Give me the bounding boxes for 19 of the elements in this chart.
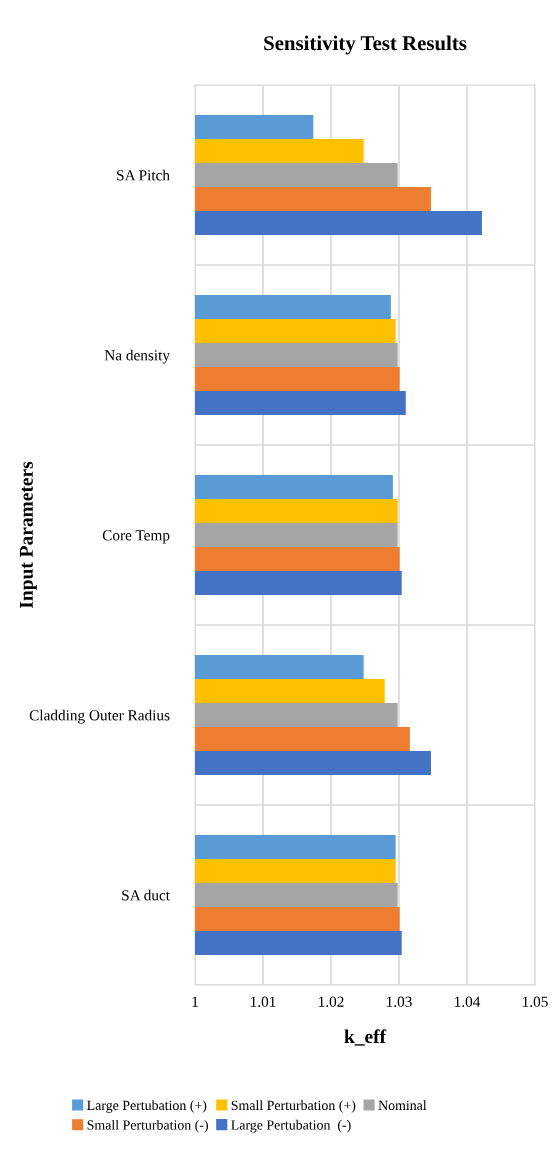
legend-label: Large Pertubation (+) xyxy=(87,1100,207,1113)
legend-label: Small Perturbation (-) xyxy=(87,1119,208,1133)
x-axis-title: k_eff xyxy=(344,1029,387,1046)
y-tick-label: Na density xyxy=(104,349,170,364)
y-tick-label: Core Temp xyxy=(102,530,170,544)
x-tick-label: 1 xyxy=(192,996,198,1007)
x-tick-label: 1.02 xyxy=(318,996,344,1007)
x-tick-label: 1.01 xyxy=(250,996,276,1007)
legend-label: Nominal xyxy=(378,1100,427,1111)
x-tick-label: 1.05 xyxy=(522,996,548,1007)
x-tick-label: 1.04 xyxy=(454,996,481,1007)
legend-label: Small Perturbation (+) xyxy=(231,1100,356,1113)
chart-title: Sensitivity Test Results xyxy=(264,35,467,55)
y-tick-label: Cladding Outer Radius xyxy=(29,709,170,724)
y-tick-label: SA Pitch xyxy=(117,169,170,181)
y-axis-title: Input Parameters xyxy=(19,461,37,609)
y-tick-label: SA duct xyxy=(122,889,170,901)
legend-label: Large Pertubation (-) xyxy=(231,1119,351,1133)
x-tick-label: 1.03 xyxy=(386,996,412,1007)
